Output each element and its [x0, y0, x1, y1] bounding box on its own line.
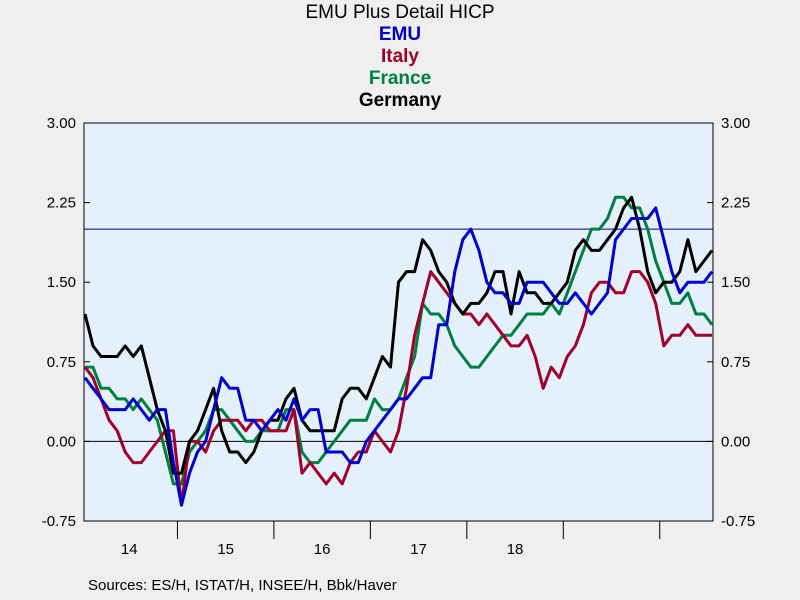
y-tick-label-left: 2.25: [47, 195, 76, 212]
legend-entry-germany: Germany: [358, 90, 442, 111]
y-tick-label-right: 0.75: [721, 354, 750, 371]
axis-ticks: 3.00 3.00 2.25 2.25 1.50 1.50 0.75 0.75 0.00 0.00…: [42, 115, 755, 558]
series-line-germany: [83, 195, 714, 475]
y-tick-label-left: 0.75: [47, 354, 76, 371]
x-tick-label: 18: [507, 541, 524, 558]
x-tick-label: 17: [410, 541, 427, 558]
y-tick-label-left: 0.00: [47, 433, 76, 450]
plot-area: [83, 122, 714, 522]
y-tick-label-right: 0.00: [721, 433, 750, 450]
y-tick-label-left: 3.00: [47, 115, 76, 132]
series-lines: [83, 195, 714, 507]
y-tick-label-left: -0.75: [42, 513, 76, 530]
source-note: Sources: ES/H, ISTAT/H, INSEE/H, Bbk/Hav…: [88, 577, 397, 594]
y-tick-label-right: 3.00: [721, 115, 750, 132]
x-tick-label: 14: [121, 541, 138, 558]
legend-entry-italy: Italy: [380, 46, 420, 67]
chart-title: EMU Plus Detail HICP: [305, 2, 495, 23]
series-line-emu: [83, 206, 714, 507]
legend-entry-france: France: [368, 68, 432, 89]
y-tick-label-left: 1.50: [47, 274, 76, 291]
x-tick-label: 16: [314, 541, 331, 558]
legend-entry-emu: EMU: [378, 24, 422, 45]
y-tick-label-right: -0.75: [721, 513, 755, 530]
x-tick-label: 15: [217, 541, 234, 558]
y-tick-label-right: 2.25: [721, 195, 750, 212]
y-tick-label-right: 1.50: [721, 274, 750, 291]
